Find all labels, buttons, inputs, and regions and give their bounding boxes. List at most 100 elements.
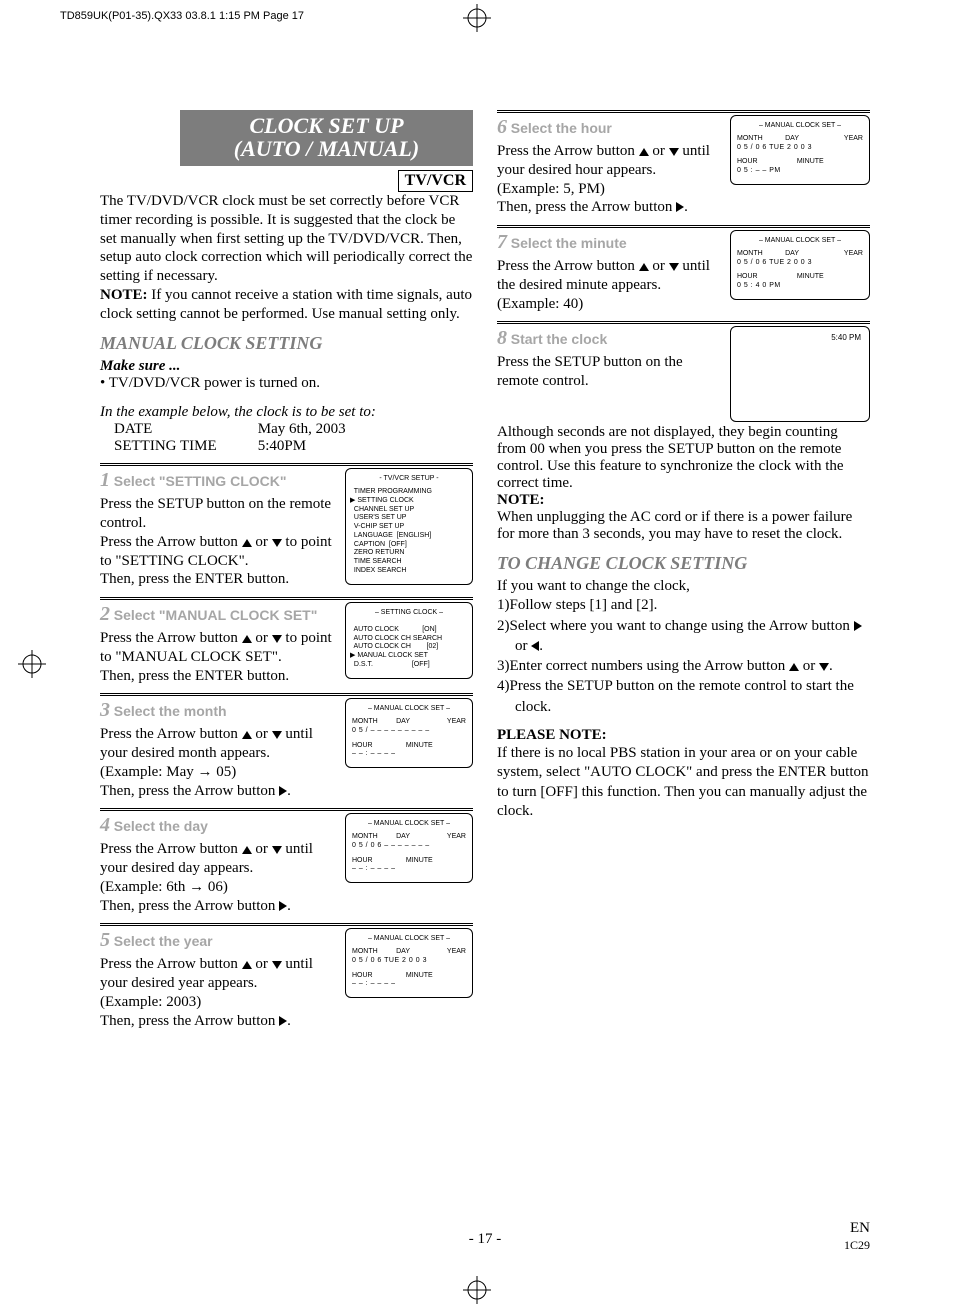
step-rule xyxy=(100,463,473,466)
s7-body2: (Example: 40) xyxy=(497,296,583,312)
arrow-right-icon xyxy=(854,621,862,631)
s3-body1a: Press the Arrow button xyxy=(100,726,242,742)
osd-hm-labels: HOURMINUTE xyxy=(350,972,468,981)
arrow-down-icon xyxy=(272,539,282,547)
page-number: - 17 - xyxy=(100,1231,870,1248)
step-rule xyxy=(100,923,473,926)
registration-mark-top xyxy=(463,4,491,32)
s4-body3b: . xyxy=(287,898,291,914)
c2c: . xyxy=(539,638,543,654)
tvvcr-badge: TV/VCR xyxy=(398,170,473,192)
step-rule xyxy=(497,225,870,228)
ex-time-label: SETTING TIME xyxy=(114,438,254,455)
step-5: 5 Select the year Press the Arrow button… xyxy=(100,923,473,1030)
osd-mdy-values: 0 5 / – – – – – – – – – xyxy=(350,727,468,736)
osd-hm-labels: HOURMINUTE xyxy=(735,158,865,167)
osd-menu-lines: AUTO CLOCK [ON] AUTO CLOCK CH SEARCH AUT… xyxy=(350,626,468,670)
step-4: 4 Select the day Press the Arrow button … xyxy=(100,808,473,915)
arrow-up-icon xyxy=(242,539,252,547)
step-rule xyxy=(497,321,870,324)
osd-setting-clock: – SETTING CLOCK – AUTO CLOCK [ON] AUTO C… xyxy=(345,602,473,679)
s4-body2: (Example: 6th → 06) xyxy=(100,879,228,895)
title-line1: CLOCK SET UP xyxy=(249,113,403,138)
step-rule xyxy=(100,693,473,696)
arrow-down-icon xyxy=(272,731,282,739)
osd-manual-clock-hour: – MANUAL CLOCK SET – MONTHDAYYEAR 0 5 / … xyxy=(730,115,870,185)
osd-hm-values: 0 5 : 4 0 PM xyxy=(735,282,865,291)
page: TD859UK(P01-35).QX33 03.8.1 1:15 PM Page… xyxy=(0,0,954,1308)
s8-body2-wrap: Although seconds are not displayed, they… xyxy=(497,424,870,543)
s3-body1b: or xyxy=(252,726,272,742)
content-columns: CLOCK SET UP (AUTO / MANUAL) TV/VCR The … xyxy=(100,110,870,1030)
step-body: Press the Arrow button or until the desi… xyxy=(497,257,722,313)
c3a: 3)Enter correct numbers using the Arrow … xyxy=(497,658,789,674)
step-3: 3 Select the month Press the Arrow butto… xyxy=(100,693,473,800)
s6-body2: (Example: 5, PM) xyxy=(497,181,605,197)
change-step-3: 3)Enter correct numbers using the Arrow … xyxy=(497,656,870,676)
step-body: Press the Arrow button or until your des… xyxy=(100,955,337,1030)
change-intro: If you want to change the clock, xyxy=(497,578,870,595)
step-body: Press the SETUP button on the remote con… xyxy=(497,353,722,391)
arrow-up-icon xyxy=(242,961,252,969)
intro-text: The TV/DVD/VCR clock must be set correct… xyxy=(100,192,473,323)
osd-title: – MANUAL CLOCK SET – xyxy=(735,237,865,246)
arrow-right-icon xyxy=(279,901,287,911)
step-rule xyxy=(100,808,473,811)
arrow-right-icon xyxy=(279,1016,287,1026)
step-title: Select the minute xyxy=(511,235,627,251)
s3-body3a: Then, press the Arrow button xyxy=(100,783,279,799)
step-title: Start the clock xyxy=(511,331,607,347)
osd-title: – MANUAL CLOCK SET – xyxy=(350,935,468,944)
s6-body3a: Then, press the Arrow button xyxy=(497,199,676,215)
change-steps: 1)Follow steps [1] and [2]. 2)Select whe… xyxy=(497,595,870,717)
step-body: Press the Arrow button or until your des… xyxy=(497,142,722,217)
c3c: . xyxy=(829,658,833,674)
osd-mdy-labels: MONTHDAYYEAR xyxy=(350,948,468,957)
step-number: 1 xyxy=(100,469,110,491)
arrow-down-icon xyxy=(272,635,282,643)
step-2: 2 Select "MANUAL CLOCK SET" Press the Ar… xyxy=(100,597,473,685)
arrow-up-icon xyxy=(789,663,799,671)
step-title: Select the day xyxy=(114,818,208,834)
arrow-right-icon xyxy=(676,202,684,212)
page-title: CLOCK SET UP (AUTO / MANUAL) xyxy=(180,110,473,166)
s2-body2: Then, press the ENTER button. xyxy=(100,668,289,684)
osd-title: – SETTING CLOCK – xyxy=(350,609,468,618)
s5-body1a: Press the Arrow button xyxy=(100,956,242,972)
make-sure-heading: Make sure ... xyxy=(100,358,473,375)
page-footer: - 17 - EN 1C29 xyxy=(100,1231,870,1248)
osd-time: 5:40 PM xyxy=(831,333,861,342)
s2-body1b: or xyxy=(252,630,272,646)
step-number: 3 xyxy=(100,699,110,721)
step-number: 6 xyxy=(497,116,507,138)
title-line2: (AUTO / MANUAL) xyxy=(234,136,419,161)
step-title: Select the hour xyxy=(511,120,612,136)
arrow-up-icon xyxy=(242,731,252,739)
osd-mdy-labels: MONTHDAYYEAR xyxy=(735,250,865,259)
osd-manual-clock-month: – MANUAL CLOCK SET – MONTHDAYYEAR 0 5 / … xyxy=(345,698,473,768)
c2a: 2)Select where you want to change using … xyxy=(497,618,854,634)
s6-body1a: Press the Arrow button xyxy=(497,143,639,159)
ex-date-value: May 6th, 2003 xyxy=(258,421,346,437)
s4-body3a: Then, press the Arrow button xyxy=(100,898,279,914)
step-title: Select the year xyxy=(114,933,213,949)
osd-mdy-values: 0 5 / 0 6 TUE 2 0 0 3 xyxy=(350,957,468,966)
osd-hm-values: – – : – – – – xyxy=(350,865,468,874)
arrow-down-icon xyxy=(272,846,282,854)
osd-mdy-labels: MONTHDAYYEAR xyxy=(350,833,468,842)
registration-mark-bottom xyxy=(463,1276,491,1304)
step-body: Press the Arrow button or until your des… xyxy=(100,725,337,800)
osd-title: - TV/VCR SETUP - xyxy=(350,475,468,484)
s4-body1a: Press the Arrow button xyxy=(100,841,242,857)
bullet-power: • TV/DVD/VCR power is turned on. xyxy=(100,375,473,392)
step-number: 7 xyxy=(497,231,507,253)
registration-mark-left xyxy=(18,650,46,678)
osd-manual-clock-day: – MANUAL CLOCK SET – MONTHDAYYEAR 0 5 / … xyxy=(345,813,473,883)
step-title: Select "MANUAL CLOCK SET" xyxy=(114,607,318,623)
step-number: 8 xyxy=(497,327,507,349)
s7-body1a: Press the Arrow button xyxy=(497,258,639,274)
step-number: 2 xyxy=(100,603,110,625)
change-step-4: 4)Press the SETUP button on the remote c… xyxy=(497,676,870,717)
osd-hm-values: – – : – – – – xyxy=(350,980,468,989)
ex-date-label: DATE xyxy=(114,421,254,438)
